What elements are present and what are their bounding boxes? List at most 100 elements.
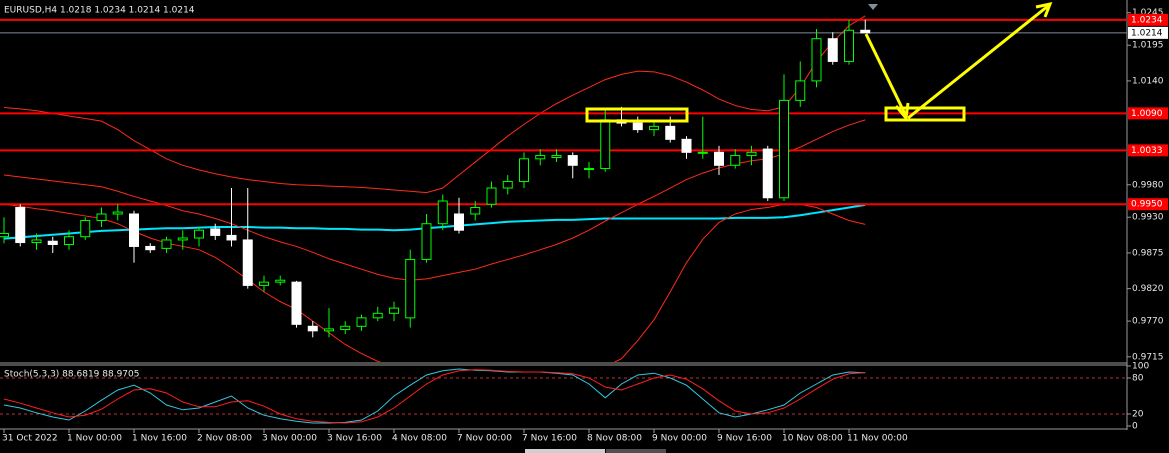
candle-body	[567, 155, 578, 166]
indicator-title: Stoch(5,3,3) 88.6819 88.9705	[4, 370, 139, 380]
y-tick-label: 1.0245	[1132, 8, 1164, 18]
candle-body	[307, 325, 318, 332]
arrow-head	[1035, 1, 1053, 18]
candle-body	[194, 229, 204, 239]
candle-body	[291, 281, 302, 325]
candle-body	[47, 240, 58, 245]
main-pane	[0, 15, 1127, 362]
candle-body	[519, 158, 529, 183]
indicator-line	[3, 368, 866, 424]
candle-body	[275, 279, 286, 283]
y-tick-label: 0.9875	[1132, 248, 1164, 258]
candle-body	[714, 151, 724, 166]
y-tick-label: 0.9930	[1132, 213, 1164, 223]
annotation-box	[884, 106, 966, 122]
scroll-tab	[606, 449, 666, 453]
level-label: 1.0033	[1131, 146, 1163, 156]
x-tick-label: 4 Nov 08:00	[392, 434, 447, 444]
candle-body	[31, 239, 42, 244]
candle-body	[454, 213, 464, 231]
level-label: 1.0234	[1131, 15, 1163, 25]
candle-body	[161, 239, 172, 249]
level-label: 1.0090	[1131, 109, 1163, 119]
candle-body	[389, 307, 399, 314]
x-tick-label: 9 Nov 00:00	[652, 434, 707, 444]
x-tick-label: 10 Nov 08:00	[782, 434, 843, 444]
x-tick-label: 2 Nov 08:00	[197, 434, 252, 444]
overlay: 1.0245 1.0195 1.0140 0.9980 0.9930 0.9875 0.98…	[2, 8, 1168, 444]
candle-body	[811, 38, 822, 82]
x-tick-label: 8 Nov 08:00	[587, 434, 642, 444]
x-tick-label: 7 Nov 00:00	[457, 434, 512, 444]
x-tick-label: 3 Nov 00:00	[262, 434, 317, 444]
indicator-pane	[0, 368, 1127, 424]
last-price-box	[1128, 26, 1168, 39]
y-tick-label: 100	[1132, 362, 1149, 372]
candle-body	[242, 239, 253, 286]
y-tick-label: 20	[1132, 410, 1144, 420]
candle-body	[730, 155, 741, 166]
x-tick-label: 31 Oct 2022	[2, 434, 58, 444]
shift-marker	[868, 4, 878, 10]
y-tick-label: 0.9770	[1132, 317, 1164, 327]
level-label: 0.9950	[1131, 200, 1163, 210]
candle-body	[0, 232, 9, 238]
candle-body	[551, 155, 562, 159]
candle-body	[746, 151, 757, 157]
candle-body	[600, 119, 611, 170]
x-tick-label: 1 Nov 16:00	[132, 434, 187, 444]
candle-body	[259, 281, 269, 286]
candle-body	[632, 122, 643, 131]
y-tick-label: 0.9980	[1132, 180, 1164, 190]
candle-body	[80, 219, 91, 238]
candle-body	[210, 228, 221, 236]
y-tick-label: 1.0140	[1132, 76, 1164, 86]
candle-body	[437, 200, 448, 225]
candle-body	[112, 211, 123, 215]
candle-body	[584, 168, 594, 171]
candle-body	[145, 245, 156, 251]
candle-body	[405, 258, 416, 319]
candle-body	[827, 38, 838, 62]
candle-body	[486, 187, 497, 205]
candle-body	[681, 138, 692, 153]
indicator-line	[3, 119, 866, 281]
candle-body	[762, 148, 773, 199]
candle-body	[779, 99, 789, 199]
candle-body	[535, 155, 546, 160]
y-tick-label: 0.9820	[1132, 284, 1164, 294]
chart-title: EURUSD,H4 1.0218 1.0234 1.0214 1.0214	[4, 6, 195, 16]
y-tick-label: 0.9715	[1132, 352, 1164, 362]
scroll-tab	[525, 449, 605, 453]
candle-body	[177, 237, 188, 241]
level-label-box	[1128, 13, 1168, 26]
indicator-line	[3, 369, 866, 424]
candle-body	[340, 325, 351, 331]
level-label-box	[1128, 107, 1168, 120]
candle-body	[502, 181, 513, 189]
x-tick-label: 11 Nov 00:00	[847, 434, 908, 444]
candle-body	[860, 29, 871, 34]
candle-body	[356, 317, 367, 327]
x-tick-label: 9 Nov 16:00	[717, 434, 772, 444]
indicator-line	[3, 15, 866, 194]
x-tick-label: 3 Nov 16:00	[327, 434, 382, 444]
arrow-head	[894, 102, 910, 122]
candle-body	[421, 223, 432, 260]
candle-body	[649, 125, 659, 131]
last-price-label: 1.0214	[1131, 28, 1163, 38]
x-tick-label: 7 Nov 16:00	[522, 434, 577, 444]
annotation-arrow	[864, 33, 908, 117]
candle-body	[844, 29, 854, 62]
indicator-line	[3, 203, 866, 362]
level-label-box	[1128, 198, 1168, 211]
candle-body	[64, 236, 74, 245]
candle-body	[795, 80, 806, 101]
annotation-arrow	[907, 4, 1049, 120]
x-tick-label: 1 Nov 00:00	[67, 434, 122, 444]
level-label-box	[1128, 144, 1168, 157]
candle-body	[15, 206, 26, 244]
